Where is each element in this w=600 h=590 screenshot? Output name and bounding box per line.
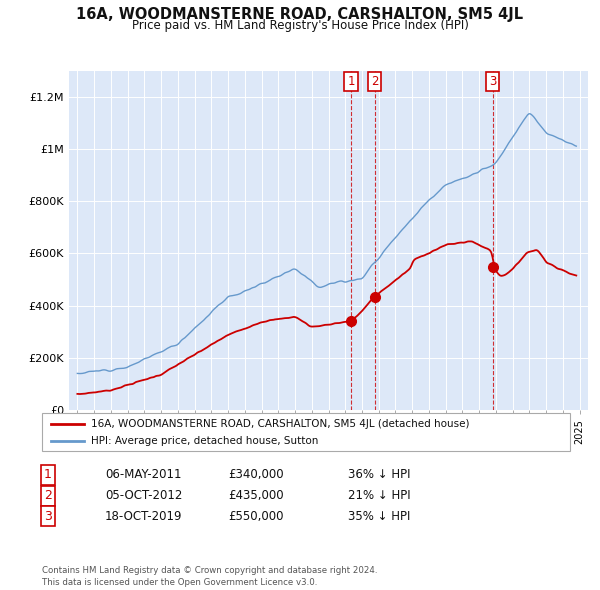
Text: 16A, WOODMANSTERNE ROAD, CARSHALTON, SM5 4JL (detached house): 16A, WOODMANSTERNE ROAD, CARSHALTON, SM5… [91,419,470,429]
Text: Contains HM Land Registry data © Crown copyright and database right 2024.
This d: Contains HM Land Registry data © Crown c… [42,566,377,587]
Text: 2: 2 [44,489,52,502]
Text: 3: 3 [44,510,52,523]
Text: 2: 2 [371,75,378,88]
Text: 18-OCT-2019: 18-OCT-2019 [105,510,182,523]
Text: Price paid vs. HM Land Registry's House Price Index (HPI): Price paid vs. HM Land Registry's House … [131,19,469,32]
Text: £550,000: £550,000 [228,510,284,523]
Text: 16A, WOODMANSTERNE ROAD, CARSHALTON, SM5 4JL: 16A, WOODMANSTERNE ROAD, CARSHALTON, SM5… [76,7,524,22]
Text: 36% ↓ HPI: 36% ↓ HPI [348,468,410,481]
Text: HPI: Average price, detached house, Sutton: HPI: Average price, detached house, Sutt… [91,435,319,445]
Text: 21% ↓ HPI: 21% ↓ HPI [348,489,410,502]
Text: 05-OCT-2012: 05-OCT-2012 [105,489,182,502]
Text: 06-MAY-2011: 06-MAY-2011 [105,468,182,481]
Text: £340,000: £340,000 [228,468,284,481]
Text: 3: 3 [489,75,496,88]
Text: 35% ↓ HPI: 35% ↓ HPI [348,510,410,523]
Text: 1: 1 [44,468,52,481]
Text: £435,000: £435,000 [228,489,284,502]
Text: 1: 1 [347,75,355,88]
